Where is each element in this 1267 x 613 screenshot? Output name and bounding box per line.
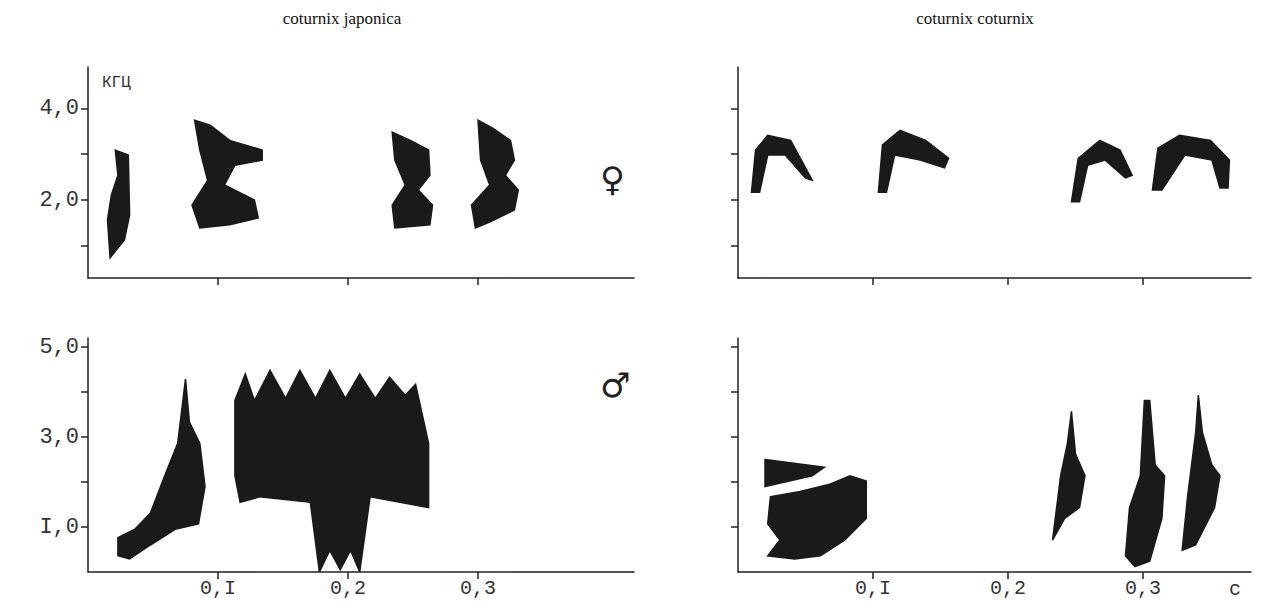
svg-text:I,0: I,0 [39, 515, 79, 540]
svg-text:5,0: 5,0 [39, 335, 79, 360]
svg-text:0,2: 0,2 [990, 577, 1026, 600]
svg-text:♂: ♂ [600, 365, 630, 405]
svg-text:0,I: 0,I [855, 577, 891, 600]
svg-text:0,3: 0,3 [460, 577, 496, 600]
svg-text:2,0: 2,0 [39, 188, 79, 213]
svg-text:♀: ♀ [600, 159, 625, 199]
svg-text:coturnix coturnix: coturnix coturnix [916, 9, 1034, 28]
svg-text:4,0: 4,0 [39, 96, 79, 121]
svg-text:КГЦ: КГЦ [102, 74, 131, 92]
svg-text:0,3: 0,3 [1125, 577, 1161, 600]
svg-text:3,0: 3,0 [39, 425, 79, 450]
svg-text:с: с [1229, 578, 1241, 601]
svg-text:0,I: 0,I [200, 577, 236, 600]
svg-text:coturnix japonica: coturnix japonica [283, 9, 402, 28]
svg-text:0,2: 0,2 [330, 577, 366, 600]
